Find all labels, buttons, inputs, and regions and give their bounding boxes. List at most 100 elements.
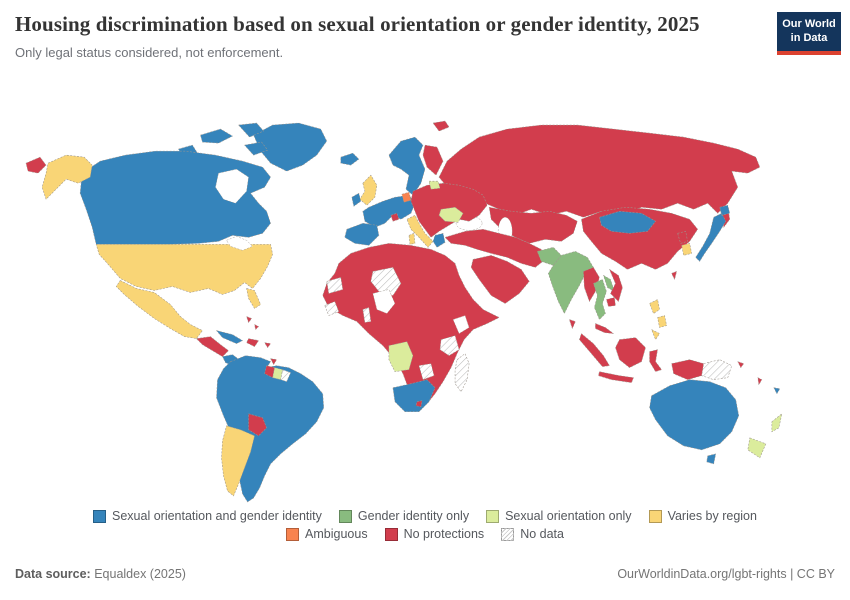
legend-swatch-ambiguous: [286, 527, 300, 541]
data-source-value: Equaldex (2025): [90, 567, 186, 581]
country-thailand[interactable]: [593, 279, 607, 320]
country-south-korea[interactable]: [681, 243, 692, 256]
map-gap-nigeria: [372, 289, 396, 314]
legend-swatch-so: [486, 509, 500, 523]
country-cuba[interactable]: [216, 330, 243, 344]
country-solomon-islands[interactable]: [737, 361, 745, 368]
country-mexico[interactable]: [115, 280, 203, 339]
legend-label-gi: Gender identity only: [357, 509, 470, 523]
country-alaska[interactable]: [41, 154, 93, 200]
hudson-bay: [215, 168, 249, 204]
country-new-zealand[interactable]: [747, 413, 783, 459]
legend-row-1: Sexual orientation and gender identity Ge…: [0, 509, 850, 523]
country-bahamas[interactable]: [246, 316, 259, 330]
legend-item-varies[interactable]: Varies by region: [648, 509, 757, 523]
chart-header: Housing discrimination based on sexual o…: [15, 10, 770, 60]
country-myanmar[interactable]: [583, 267, 600, 302]
legend-swatch-none: [384, 527, 398, 541]
map-legend: Sexual orientation and gender identity Ge…: [0, 509, 850, 545]
country-sumatra[interactable]: [579, 333, 610, 367]
country-uk[interactable]: [359, 174, 378, 206]
country-french-guiana[interactable]: [280, 369, 291, 382]
country-trinidad[interactable]: [270, 358, 277, 365]
country-paraguay[interactable]: [248, 413, 267, 437]
country-switzerland[interactable]: [390, 212, 400, 222]
map-gap-east-africa: [452, 315, 470, 334]
country-canada[interactable]: [79, 150, 271, 245]
legend-item-gi[interactable]: Gender identity only: [338, 509, 470, 523]
country-japan[interactable]: [695, 204, 731, 262]
country-middle-east[interactable]: [444, 229, 546, 268]
great-lakes: [226, 236, 253, 251]
chart-subtitle: Only legal status considered, not enforc…: [15, 45, 284, 61]
owid-logo-line1: Our World: [782, 18, 836, 30]
country-finland[interactable]: [422, 144, 444, 176]
owid-logo-box: Our World in Data: [777, 12, 841, 51]
country-togo-benin[interactable]: [362, 307, 372, 323]
country-greece[interactable]: [432, 233, 446, 248]
country-java[interactable]: [598, 371, 634, 383]
legend-item-so[interactable]: Sexual orientation only: [486, 509, 632, 523]
country-zimbabwe[interactable]: [418, 363, 435, 380]
country-sri-lanka[interactable]: [569, 319, 576, 329]
legend-item-ambiguous[interactable]: Ambiguous: [286, 527, 368, 541]
country-cambodia[interactable]: [606, 297, 616, 307]
owid-logo-stripe: [777, 50, 841, 55]
country-north-korea[interactable]: [677, 231, 688, 244]
country-arabia[interactable]: [470, 255, 530, 304]
country-mongolia[interactable]: [599, 210, 656, 234]
country-papua-new-guinea[interactable]: [701, 359, 733, 380]
country-guinea-region[interactable]: [324, 301, 340, 316]
country-hispaniola[interactable]: [246, 338, 259, 347]
country-iceland[interactable]: [340, 152, 360, 166]
country-tanzania[interactable]: [439, 335, 460, 356]
country-russia[interactable]: [438, 124, 761, 228]
country-greenland[interactable]: [253, 122, 328, 172]
legend-label-varies: Varies by region: [667, 509, 757, 523]
legend-swatch-so_gi: [93, 509, 107, 523]
country-philippines[interactable]: [649, 299, 667, 340]
data-source: Data source: Equaldex (2025): [15, 567, 186, 581]
country-iberia[interactable]: [344, 223, 380, 246]
country-india[interactable]: [548, 251, 594, 314]
footer-attribution: OurWorldinData.org/lgbt-rights | CC BY: [617, 567, 835, 581]
country-south-africa[interactable]: [392, 379, 436, 413]
country-central-america-north[interactable]: [196, 336, 229, 357]
country-norway-sweden[interactable]: [388, 136, 426, 196]
data-source-label: Data source:: [15, 567, 91, 581]
country-fiji[interactable]: [773, 387, 781, 394]
legend-item-none[interactable]: No protections: [384, 527, 484, 541]
country-niger[interactable]: [370, 267, 402, 296]
country-canadian-arctic[interactable]: [178, 122, 268, 158]
country-baltic-states[interactable]: [428, 180, 441, 190]
country-angola[interactable]: [388, 341, 414, 372]
legend-label-no_data: No data: [520, 527, 564, 541]
country-western-europe[interactable]: [362, 194, 416, 228]
legend-item-no_data[interactable]: No data: [501, 527, 564, 541]
country-chukotka[interactable]: [25, 156, 47, 174]
country-sulawesi[interactable]: [649, 349, 662, 372]
legend-swatch-no_data: [501, 527, 515, 541]
country-romania[interactable]: [438, 206, 464, 223]
country-ireland[interactable]: [351, 192, 362, 207]
country-indonesian-papua[interactable]: [671, 359, 704, 380]
country-svalbard[interactable]: [432, 120, 450, 132]
country-borneo[interactable]: [615, 337, 646, 368]
country-usa[interactable]: [95, 244, 273, 309]
country-madagascar[interactable]: [454, 353, 470, 392]
chart-footer: Data source: Equaldex (2025) OurWorldinD…: [15, 567, 835, 581]
country-australia[interactable]: [649, 379, 740, 451]
country-vietnam[interactable]: [609, 269, 623, 302]
country-vanuatu[interactable]: [757, 377, 763, 385]
country-lesotho[interactable]: [415, 400, 423, 408]
country-malaysia[interactable]: [595, 323, 614, 334]
legend-item-so_gi[interactable]: Sexual orientation and gender identity: [93, 509, 322, 523]
country-argentina[interactable]: [221, 425, 255, 497]
legend-swatch-varies: [648, 509, 662, 523]
country-western-sahara[interactable]: [326, 277, 344, 294]
country-tasmania[interactable]: [706, 453, 716, 465]
legend-row-2: Ambiguous No protections No data: [0, 527, 850, 541]
legend-label-ambiguous: Ambiguous: [305, 527, 368, 541]
country-puerto-rico[interactable]: [264, 342, 271, 348]
country-taiwan[interactable]: [671, 271, 677, 280]
